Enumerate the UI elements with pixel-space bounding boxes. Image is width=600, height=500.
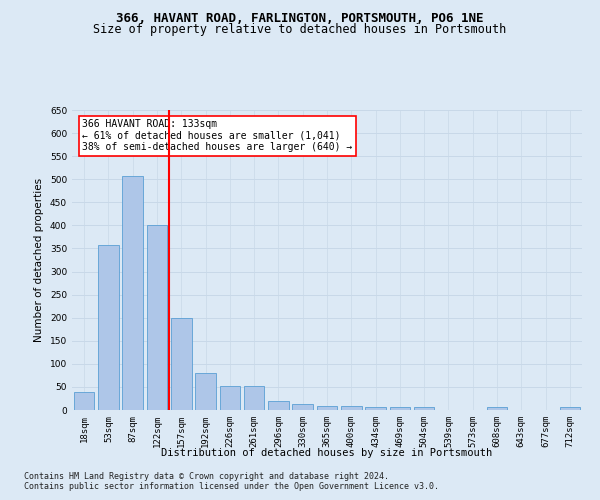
Bar [171, 318, 191, 410]
Text: Contains public sector information licensed under the Open Government Licence v3: Contains public sector information licen… [24, 482, 439, 491]
Bar [414, 407, 434, 410]
Text: 366 HAVANT ROAD: 133sqm
← 61% of detached houses are smaller (1,041)
38% of semi: 366 HAVANT ROAD: 133sqm ← 61% of detache… [82, 119, 352, 152]
Text: Distribution of detached houses by size in Portsmouth: Distribution of detached houses by size … [161, 448, 493, 458]
Bar [317, 406, 337, 410]
Bar [268, 401, 289, 410]
Y-axis label: Number of detached properties: Number of detached properties [34, 178, 44, 342]
Bar [487, 407, 508, 410]
Bar [122, 176, 143, 410]
Bar [560, 407, 580, 410]
Text: 366, HAVANT ROAD, FARLINGTON, PORTSMOUTH, PO6 1NE: 366, HAVANT ROAD, FARLINGTON, PORTSMOUTH… [116, 12, 484, 26]
Bar [220, 386, 240, 410]
Text: Contains HM Land Registry data © Crown copyright and database right 2024.: Contains HM Land Registry data © Crown c… [24, 472, 389, 481]
Bar [74, 392, 94, 410]
Bar [365, 407, 386, 410]
Bar [341, 406, 362, 410]
Bar [244, 386, 265, 410]
Text: Size of property relative to detached houses in Portsmouth: Size of property relative to detached ho… [94, 24, 506, 36]
Bar [146, 226, 167, 410]
Bar [98, 245, 119, 410]
Bar [389, 407, 410, 410]
Bar [195, 373, 216, 410]
Bar [292, 404, 313, 410]
